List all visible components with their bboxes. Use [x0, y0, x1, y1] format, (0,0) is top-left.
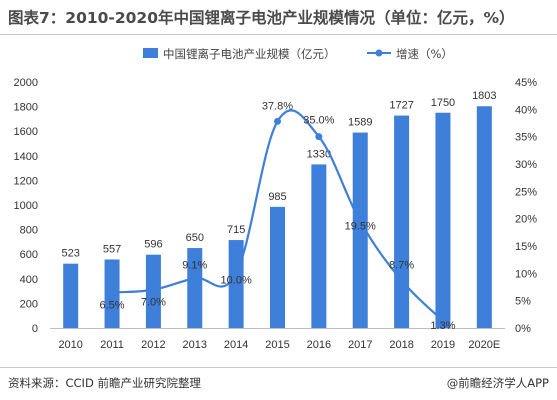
growth-value-label: 10.0%: [221, 274, 252, 286]
y-left-tick-label: 1400: [14, 151, 38, 163]
growth-point: [191, 274, 199, 282]
y-left-tick-label: 1200: [14, 175, 38, 187]
y-right-tick-label: 45%: [515, 77, 537, 89]
y-left-tick-label: 800: [20, 225, 38, 237]
footer-divider: [0, 367, 557, 368]
y-left-tick-label: 0: [32, 323, 38, 335]
x-tick-label: 2016: [307, 339, 331, 351]
bar-value-label: 1750: [431, 97, 455, 109]
credit-note: @前瞻经济学人APP: [446, 376, 549, 390]
title-divider: [0, 34, 557, 35]
y-right-tick-label: 0%: [515, 323, 531, 335]
legend-bar-swatch: [143, 48, 158, 58]
y-right-tick-label: 20%: [515, 214, 537, 226]
bar-value-label: 557: [103, 243, 121, 255]
bar-value-label: 596: [144, 239, 162, 251]
growth-value-label: 19.5%: [345, 220, 376, 232]
y-right-tick-label: 35%: [515, 132, 537, 144]
x-tick-label: 2019: [431, 339, 455, 351]
chart-title: 图表7：2010-2020年中国锂离子电池产业规模情况（单位：亿元，%）: [8, 9, 515, 27]
x-tick-label: 2014: [224, 339, 248, 351]
growth-point: [108, 288, 116, 296]
y-right-tick-label: 5%: [515, 296, 531, 308]
growth-value-label: 9.1%: [182, 259, 207, 271]
bar-value-label: 650: [186, 232, 204, 244]
growth-value-label: 7.0%: [141, 297, 166, 309]
bar: [187, 248, 203, 328]
y-left-tick-label: 400: [20, 274, 38, 286]
x-tick-label: 2018: [389, 339, 413, 351]
growth-value-label: 6.5%: [100, 299, 125, 311]
x-tick-label: 2013: [183, 339, 207, 351]
x-tick-label: 2015: [265, 339, 289, 351]
y-left-tick-label: 600: [20, 249, 38, 261]
x-tick-label: 2011: [100, 339, 124, 351]
source-note: 资料来源：CCID 前瞻产业研究院整理: [8, 376, 201, 390]
bar: [352, 132, 368, 328]
x-tick-label: 2020E: [468, 339, 500, 351]
y-left-tick-label: 2000: [14, 77, 38, 89]
bar: [435, 112, 451, 328]
y-right-tick-label: 40%: [515, 104, 537, 116]
bar-value-label: 523: [62, 248, 80, 260]
bar: [311, 164, 327, 328]
x-tick-label: 2012: [141, 339, 165, 351]
growth-point: [315, 133, 323, 141]
y-right-tick-label: 25%: [515, 186, 537, 198]
legend-line-marker: [375, 49, 383, 57]
bar-value-label: 715: [227, 224, 245, 236]
y-right-tick-label: 30%: [515, 159, 537, 171]
bar: [270, 206, 285, 328]
growth-point: [232, 269, 240, 277]
legend-bar-label: 中国锂离子电池产业规模（亿元）: [163, 47, 336, 61]
bar-value-label: 1803: [472, 90, 496, 102]
y-left-tick-label: 200: [20, 298, 38, 310]
bar-value-label: 985: [268, 191, 286, 203]
y-left-tick-label: 1000: [14, 200, 38, 212]
y-left-tick-label: 1800: [14, 102, 38, 114]
growth-point: [356, 217, 364, 225]
growth-point: [149, 286, 157, 294]
y-left-tick-label: 1600: [14, 126, 38, 138]
growth-point: [439, 317, 447, 325]
x-tick-label: 2010: [58, 339, 82, 351]
growth-value-label: 37.8%: [262, 100, 293, 112]
bar: [476, 106, 492, 328]
bar: [394, 115, 410, 328]
y-right-tick-label: 10%: [515, 268, 537, 280]
y-right-tick-label: 15%: [515, 241, 537, 253]
legend-line-label: 增速（%）: [396, 47, 453, 61]
growth-value-label: 8.7%: [389, 259, 414, 271]
bar-value-label: 1330: [307, 148, 331, 160]
growth-value-label: 1.3%: [430, 320, 455, 332]
growth-value-label: 35.0%: [303, 115, 334, 127]
bar-value-label: 1727: [389, 100, 413, 112]
x-tick-label: 2017: [348, 339, 372, 351]
growth-point: [398, 276, 406, 284]
bar-value-label: 1589: [348, 117, 372, 129]
bar: [63, 263, 79, 328]
growth-point: [274, 117, 281, 125]
